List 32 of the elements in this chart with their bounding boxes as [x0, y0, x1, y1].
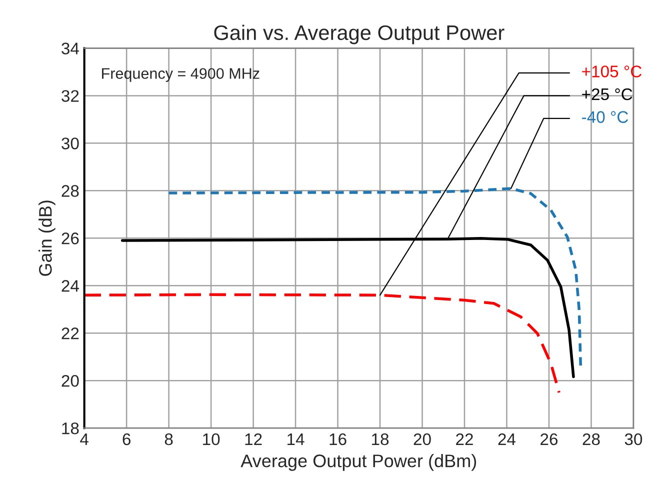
y-tick-label: 24: [62, 280, 79, 292]
y-tick-label: 20: [62, 374, 79, 387]
text: +105 °C: [582, 66, 642, 78]
y-tick-label: 34: [62, 42, 79, 54]
annotation: Frequency = 4900 MHz: [102, 68, 260, 82]
x-tick-label: 22: [456, 433, 473, 446]
x-tick-label: 6: [122, 433, 130, 446]
y-tick-label: 30: [62, 138, 79, 150]
x-tick-label: 10: [203, 433, 220, 446]
text: +25 °C: [582, 88, 632, 100]
text: -40 °C: [582, 111, 628, 123]
line-series: [167, 187, 582, 368]
x-tick-label: 24: [498, 433, 516, 446]
x-tick-label: 30: [624, 433, 642, 446]
y-tick-label: 18: [62, 422, 79, 434]
y-tick-label: 32: [62, 90, 79, 102]
chart-title: Gain vs. Average Output Power: [214, 24, 504, 44]
y-axis-title: Gain (dB): [38, 200, 56, 276]
line-series: [84, 293, 561, 394]
x-tick-label: 28: [582, 433, 600, 446]
x-tick-label: 16: [330, 433, 346, 446]
x-axis-title: Average Output Power (dBm): [240, 454, 476, 471]
x-tick-label: 20: [414, 433, 431, 446]
y-tick-label: 22: [62, 328, 79, 340]
x-tick-label: 14: [288, 434, 304, 446]
x-tick-label: 18: [372, 433, 389, 446]
x-tick-label: 8: [164, 433, 173, 446]
x-tick-label: 4: [80, 434, 88, 446]
y-tick-label: 26: [62, 232, 79, 244]
x-tick-label: 12: [245, 433, 262, 446]
y-tick-label: 28: [62, 185, 79, 197]
x-tick-label: 26: [540, 433, 558, 446]
